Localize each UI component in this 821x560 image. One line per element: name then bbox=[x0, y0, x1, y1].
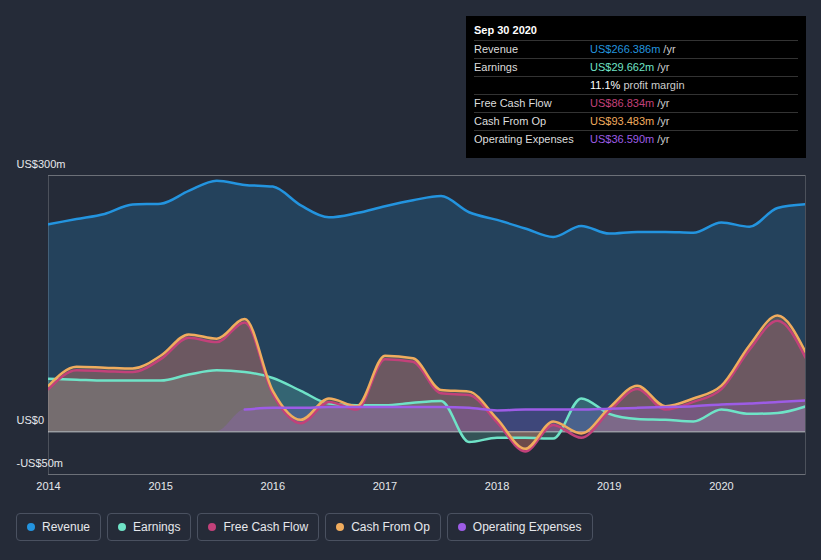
html-text:11.1% profit margin: 11.1% profit margin bbox=[590, 79, 685, 91]
svg-text:2018: 2018 bbox=[485, 480, 509, 492]
html-text:Free Cash Flow: Free Cash Flow bbox=[223, 520, 309, 534]
html-text:Sep 30 2020: Sep 30 2020 bbox=[474, 24, 537, 36]
html-text:US$266.386m /yr: US$266.386m /yr bbox=[590, 43, 676, 55]
html-text:Revenue: Revenue bbox=[42, 520, 90, 534]
html-text:US$93.483m /yr: US$93.483m /yr bbox=[590, 115, 670, 127]
html-text:Cash From Op: Cash From Op bbox=[474, 115, 547, 127]
svg-text:-US$50m: -US$50m bbox=[17, 457, 63, 469]
svg-text:US$0: US$0 bbox=[17, 414, 45, 426]
html-text:US$29.662m /yr: US$29.662m /yr bbox=[590, 61, 670, 73]
svg-text:2016: 2016 bbox=[261, 480, 285, 492]
html-text:Free Cash Flow: Free Cash Flow bbox=[474, 97, 552, 109]
html-text:US$86.834m /yr: US$86.834m /yr bbox=[590, 97, 670, 109]
svg-text:2019: 2019 bbox=[597, 480, 621, 492]
html-text:US$36.590m /yr: US$36.590m /yr bbox=[590, 133, 670, 145]
svg-text:2020: 2020 bbox=[709, 480, 733, 492]
html-text:Cash From Op: Cash From Op bbox=[351, 520, 430, 534]
html-text:Operating Expenses: Operating Expenses bbox=[472, 520, 582, 534]
svg-text:2015: 2015 bbox=[148, 480, 172, 492]
svg-text:2017: 2017 bbox=[373, 480, 397, 492]
html-text:Operating Expenses: Operating Expenses bbox=[474, 133, 574, 145]
svg-text:2014: 2014 bbox=[36, 480, 60, 492]
html-text:Earnings: Earnings bbox=[474, 61, 518, 73]
html-text:Earnings: Earnings bbox=[133, 520, 181, 534]
html-text:Revenue: Revenue bbox=[474, 43, 518, 55]
svg-text:US$300m: US$300m bbox=[17, 158, 66, 170]
